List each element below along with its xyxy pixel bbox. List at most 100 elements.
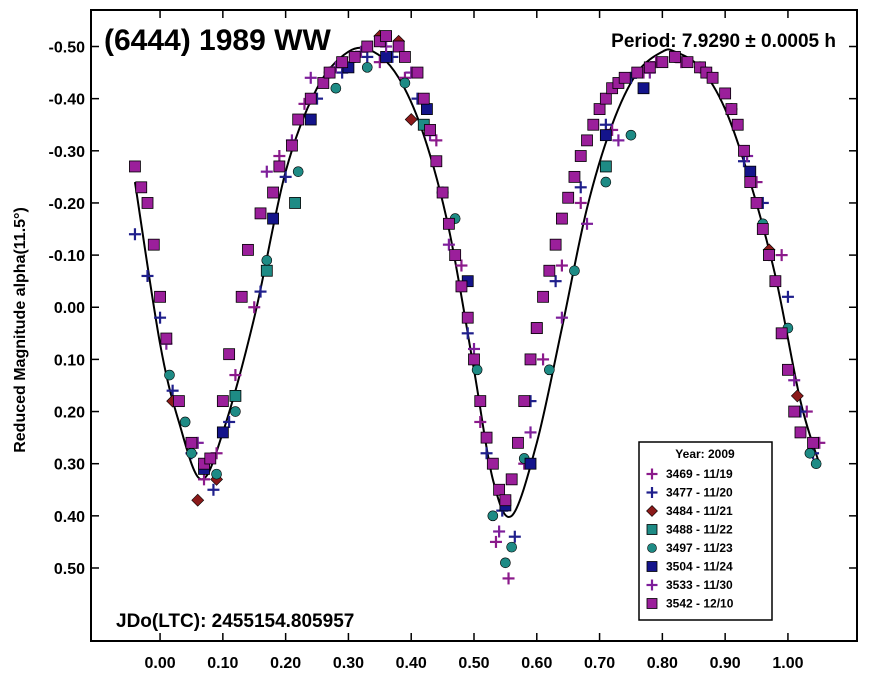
data-point <box>756 223 769 235</box>
data-point <box>216 395 229 408</box>
data-point <box>260 264 273 277</box>
data-point <box>681 56 694 69</box>
data-point <box>625 129 637 141</box>
data-point <box>646 524 658 535</box>
data-point <box>207 483 220 496</box>
legend-item-label: 3504 - 11/24 <box>666 560 733 574</box>
data-point <box>506 541 517 553</box>
data-point <box>744 165 757 178</box>
data-point <box>160 332 173 345</box>
data-point <box>505 473 518 486</box>
data-point <box>788 405 801 418</box>
data-point <box>480 447 493 460</box>
data-point <box>574 181 587 194</box>
data-point <box>154 311 167 324</box>
data-point <box>518 395 531 408</box>
data-point <box>599 160 612 173</box>
legend-item-label: 3477 - 11/20 <box>666 486 733 500</box>
data-point <box>198 473 211 486</box>
data-point <box>512 436 524 449</box>
data-point <box>493 525 506 538</box>
data-point <box>544 364 555 376</box>
data-point <box>804 447 816 459</box>
data-point <box>141 269 154 282</box>
data-point <box>524 353 537 366</box>
legend-item: 3477 - 11/20 <box>646 486 733 500</box>
data-point <box>763 249 775 261</box>
data-point <box>562 191 575 204</box>
legend: Year: 2009 3469 - 11/19 3477 - 11/20 3484 … <box>638 441 773 621</box>
data-point <box>618 71 631 84</box>
legend-item-label: 3542 - 12/10 <box>666 597 734 611</box>
legend-item: 3504 - 11/24 <box>646 560 733 574</box>
data-point <box>380 51 392 63</box>
data-point <box>794 426 807 439</box>
data-point <box>361 40 374 53</box>
data-point <box>361 62 373 73</box>
data-point <box>788 374 801 387</box>
data-point <box>738 144 750 157</box>
data-point <box>744 176 757 188</box>
data-point <box>807 436 819 449</box>
data-point <box>430 155 443 168</box>
data-point <box>486 457 499 470</box>
data-point <box>361 50 374 63</box>
legend-item-label: 3533 - 11/30 <box>666 578 733 592</box>
data-point <box>164 369 175 381</box>
x-tick-label: 0.60 <box>521 655 552 672</box>
data-point <box>750 197 763 209</box>
data-point <box>304 71 317 84</box>
data-point <box>461 311 474 324</box>
data-point <box>141 197 154 209</box>
data-point <box>599 118 612 131</box>
legend-box <box>638 441 773 621</box>
data-point <box>468 342 480 355</box>
data-point <box>537 353 550 366</box>
data-point <box>487 510 499 522</box>
data-point <box>430 134 443 147</box>
data-point <box>468 353 480 366</box>
data-point <box>647 543 657 553</box>
data-point <box>646 505 658 517</box>
data-point <box>223 348 236 361</box>
chart-title: (6444) 1989 WW <box>104 24 331 57</box>
legend-item: 3533 - 11/30 <box>646 578 733 592</box>
data-point <box>790 389 804 403</box>
data-point <box>135 181 148 194</box>
data-point <box>502 572 515 585</box>
x-tick-label: 1.00 <box>772 655 803 672</box>
axes: 0.00 0.10 0.20 0.30 0.40 0.50 0.60 0.70 0.80 0.90… <box>49 10 857 672</box>
data-point <box>731 118 744 131</box>
data-point <box>128 228 141 241</box>
data-point <box>267 186 279 199</box>
data-point <box>556 212 568 225</box>
y-tick-label: 0.00 <box>54 300 85 317</box>
legend-item: 3488 - 11/22 <box>646 523 733 537</box>
x-tick-label: 0.80 <box>647 655 678 672</box>
data-point <box>229 390 242 402</box>
legend-item-label: 3484 - 11/21 <box>666 504 733 518</box>
data-point <box>223 415 236 428</box>
data-point <box>474 395 487 408</box>
data-point <box>248 301 261 314</box>
series-3542 <box>129 30 819 507</box>
x-tick-label: 0.20 <box>270 655 301 672</box>
data-point <box>549 275 562 288</box>
data-point <box>421 103 433 115</box>
legend-item: 3484 - 11/21 <box>646 504 733 518</box>
y-axis-label: Reduced Magnitude alpha(11.5°) <box>12 207 29 453</box>
data-point <box>267 212 279 225</box>
data-point <box>646 468 658 480</box>
x-tick-label: 0.70 <box>584 655 615 672</box>
data-point <box>781 290 794 303</box>
data-point <box>537 290 549 303</box>
x-tick-label: 0.00 <box>144 655 175 672</box>
data-point <box>330 82 342 94</box>
y-tick-label: -0.50 <box>49 40 86 57</box>
legend-item-label: 3497 - 11/23 <box>666 541 733 555</box>
x-tick-label: 0.10 <box>207 655 238 672</box>
data-point <box>336 56 349 69</box>
data-point <box>569 265 580 277</box>
data-point <box>524 457 537 470</box>
